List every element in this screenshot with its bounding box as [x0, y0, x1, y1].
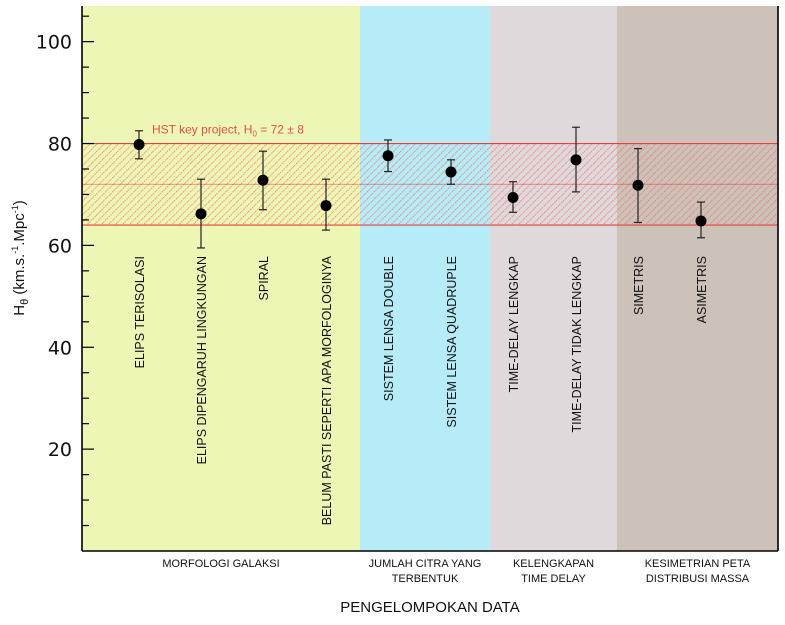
category-label: TIME-DELAY LENGKAP [507, 256, 521, 392]
category-label: ASIMETRIS [695, 256, 709, 323]
data-point-4 [320, 178, 332, 231]
data-point-7 [507, 181, 519, 213]
point-marker [195, 208, 207, 220]
group-band-1 [360, 6, 490, 551]
point-marker [570, 154, 582, 166]
group-labels: MORFOLOGI GALAKSI JUMLAH CITRA YANG TERBEN… [162, 558, 751, 585]
data-point-6 [445, 159, 457, 185]
group-band-3 [617, 6, 778, 551]
group-label-2: KELENGKAPAN [513, 558, 594, 570]
group-label-3: DISTRIBUSI MASSA [646, 573, 750, 585]
point-marker [695, 215, 707, 227]
data-point-5 [382, 139, 394, 173]
category-label: BELUM PASTI SEPERTI APA MORFOLOGINYA [320, 255, 334, 525]
category-label: ELIPS DIPENGARUH LINGKUNGAN [195, 256, 209, 464]
group-label-3: KESIMETRIAN PETA [645, 558, 751, 570]
group-label-2: TIME DELAY [521, 573, 586, 585]
x-axis-title: PENGELOMPOKAN DATA [340, 599, 519, 616]
data-point-10 [695, 201, 707, 239]
group-label-1: JUMLAH CITRA YANG [369, 558, 482, 570]
point-marker [445, 166, 457, 178]
data-points [133, 126, 707, 249]
point-marker [320, 200, 332, 212]
point-marker [382, 150, 394, 162]
group-bands [82, 6, 778, 551]
hst-label: HST key project, H0 = 72 ± 8 [152, 123, 304, 139]
group-band-0 [82, 6, 360, 551]
point-marker [133, 139, 145, 151]
category-labels: ELIPS TERISOLASI ELIPS DIPENGARUH LINGKUN… [133, 255, 709, 525]
y-tick-label: 100 [36, 32, 72, 54]
category-label: SISTEM LENSA QUADRUPLE [445, 256, 459, 428]
y-tick-label: 20 [48, 439, 72, 461]
y-axis-title: Hθ (km.s.-1.Mpc-1) [10, 200, 31, 316]
category-label: ELIPS TERISOLASI [133, 256, 147, 368]
category-label: SPIRAL [257, 256, 271, 301]
category-label: SIMETRIS [632, 256, 646, 315]
data-point-1 [133, 130, 145, 160]
axes: 20 40 60 80 100 [36, 6, 779, 552]
data-point-2 [195, 178, 207, 249]
group-band-2 [490, 6, 617, 551]
category-label: TIME-DELAY TIDAK LENGKAP [570, 256, 584, 432]
data-point-9 [632, 148, 644, 224]
y-tick-label: 40 [48, 337, 72, 359]
data-point-8 [570, 126, 582, 193]
point-marker [632, 179, 644, 191]
group-label-0: MORFOLOGI GALAKSI [162, 558, 279, 570]
category-label: SISTEM LENSA DOUBLE [382, 256, 396, 401]
group-label-1: TERBENTUK [392, 573, 459, 585]
point-marker [507, 192, 519, 204]
data-point-3 [257, 150, 269, 211]
point-marker [257, 174, 269, 186]
y-tick-label: 60 [48, 235, 72, 257]
y-tick-label: 80 [48, 134, 72, 156]
